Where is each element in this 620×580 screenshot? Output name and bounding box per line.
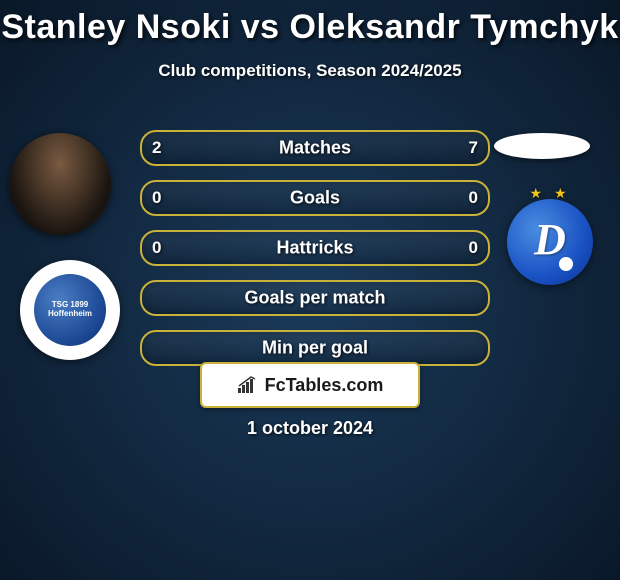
watermark: FcTables.com	[200, 362, 420, 408]
stat-right-value: 0	[469, 238, 478, 258]
stat-label: Hattricks	[142, 238, 488, 259]
stats-container: 2 Matches 7 0 Goals 0 0 Hattricks 0 Goal…	[140, 130, 490, 380]
club2-logo: ★ ★ D	[498, 187, 602, 291]
stat-left-value: 2	[152, 138, 161, 158]
club1-logo: TSG 1899 Hoffenheim	[20, 260, 120, 360]
stat-row-goals-per-match: Goals per match	[140, 280, 490, 316]
page-title: Stanley Nsoki vs Oleksandr Tymchyk	[0, 8, 620, 47]
club2-ball-icon	[559, 257, 573, 271]
stat-label: Goals per match	[142, 288, 488, 309]
player1-photo	[9, 133, 111, 235]
stat-left-value: 0	[152, 238, 161, 258]
club2-letter: D	[534, 214, 566, 265]
stat-row-goals: 0 Goals 0	[140, 180, 490, 216]
stat-label: Matches	[142, 138, 488, 159]
stat-row-matches: 2 Matches 7	[140, 130, 490, 166]
page-subtitle: Club competitions, Season 2024/2025	[0, 61, 620, 81]
date-label: 1 october 2024	[0, 418, 620, 439]
stat-label: Min per goal	[142, 338, 488, 359]
stat-left-value: 0	[152, 188, 161, 208]
player2-placeholder	[494, 133, 590, 159]
stat-label: Goals	[142, 188, 488, 209]
club1-label: TSG 1899 Hoffenheim	[34, 274, 106, 346]
chart-icon	[237, 376, 259, 394]
watermark-text: FcTables.com	[265, 375, 384, 396]
stat-right-value: 7	[469, 138, 478, 158]
stat-row-hattricks: 0 Hattricks 0	[140, 230, 490, 266]
stat-right-value: 0	[469, 188, 478, 208]
stat-row-min-per-goal: Min per goal	[140, 330, 490, 366]
club2-badge: D	[507, 199, 593, 285]
